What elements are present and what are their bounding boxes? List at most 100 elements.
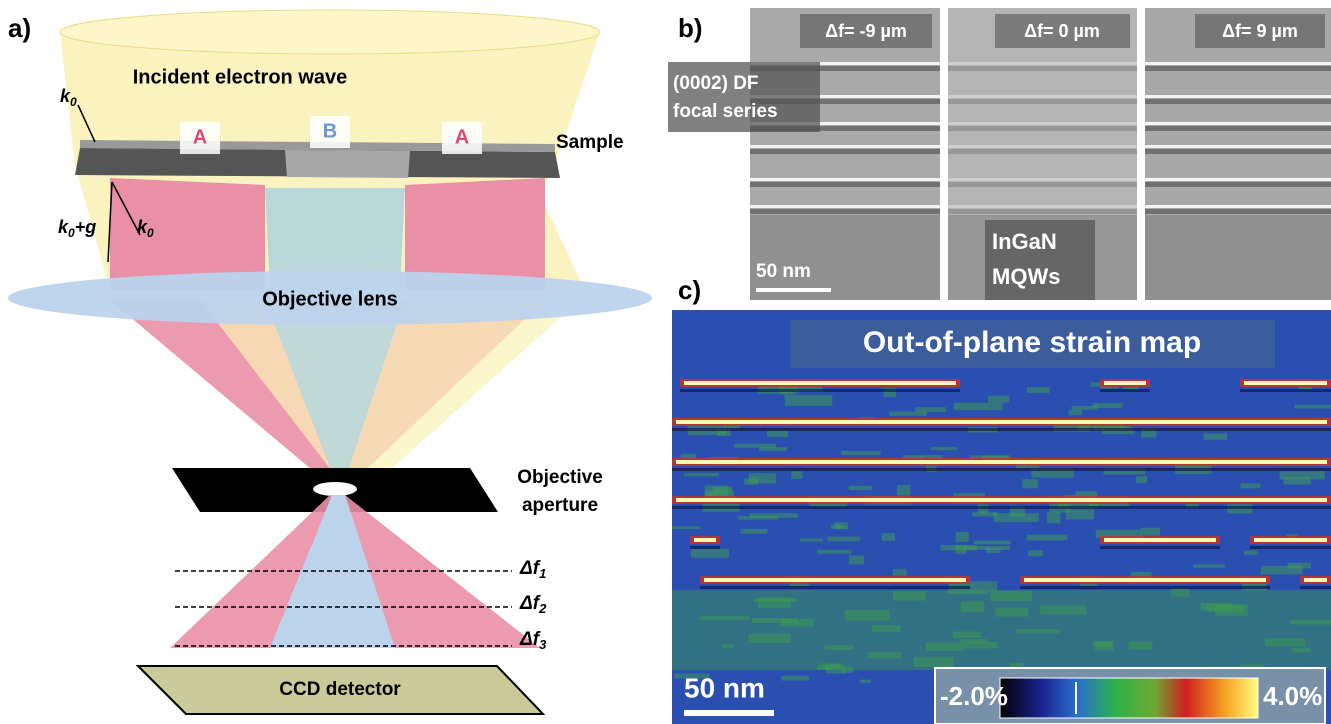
df: Δf	[519, 593, 541, 614]
strain-patch	[1287, 563, 1310, 569]
strain-shadow	[672, 506, 1331, 509]
qw-bright	[948, 205, 1137, 208]
sub: 0	[147, 226, 154, 240]
strain-patch	[882, 533, 895, 541]
detector-label: CCD detector	[279, 679, 401, 700]
strain-patch	[993, 513, 1038, 522]
qw-dark	[750, 209, 940, 214]
substrate	[1145, 215, 1331, 300]
qw-dark	[1145, 126, 1331, 131]
strain-line	[684, 381, 956, 385]
strain-line	[1244, 381, 1327, 385]
strain-patch	[691, 549, 729, 558]
tail: +g	[75, 217, 97, 237]
strain-patch	[915, 407, 946, 412]
strain-patch	[800, 538, 823, 541]
caption: (0002) DF	[673, 73, 759, 94]
incident-label: Incident electron wave	[133, 66, 348, 88]
strain-patch	[785, 395, 833, 406]
strain-shadow	[672, 468, 1331, 471]
strain-patch	[1193, 564, 1225, 567]
strain-patch	[1203, 434, 1227, 440]
strain-patch	[1066, 509, 1094, 519]
qw-dark	[948, 99, 1137, 104]
qw-dark	[948, 209, 1137, 214]
qw-bright	[948, 178, 1137, 181]
defocus-title: Δf= 9 µm	[1222, 21, 1298, 41]
panel-label: b)	[678, 13, 703, 43]
strain-line	[1304, 578, 1327, 582]
qw-dark	[1145, 99, 1331, 104]
qw-dark	[750, 149, 940, 154]
lens-label: Objective lens	[262, 288, 398, 310]
df: Δf	[519, 558, 541, 579]
strain-line	[1104, 381, 1146, 385]
strain-patch	[849, 486, 872, 490]
strain-patch	[972, 512, 997, 516]
strain-line	[676, 460, 1327, 464]
qw-bright	[750, 178, 940, 181]
region-label: A	[193, 126, 207, 148]
qw-bright	[1145, 62, 1331, 65]
strain-patch	[1027, 535, 1068, 541]
caption: MQWs	[992, 264, 1060, 289]
strain-patch	[741, 529, 768, 534]
colorbar-max: 4.0%	[1263, 681, 1322, 711]
panel-label: a)	[8, 13, 31, 43]
scale-bar-label: 50 nm	[756, 261, 811, 282]
sub: 1	[539, 566, 546, 581]
strain-shadow	[680, 389, 960, 392]
strain-line	[1254, 538, 1327, 542]
strain-line	[694, 538, 716, 542]
scale-bar	[684, 710, 774, 716]
strain-band	[672, 590, 1331, 670]
strain-shadow	[700, 586, 970, 589]
strain-patch	[791, 471, 802, 479]
strain-patch	[734, 444, 776, 448]
strain-patch	[897, 485, 910, 495]
strain-patch	[1280, 471, 1325, 479]
strain-patch	[1294, 405, 1331, 409]
sample-label: Sample	[556, 132, 624, 153]
beam-top	[60, 10, 600, 54]
aperture-label: Objective	[517, 467, 603, 488]
strain-patch	[841, 451, 881, 455]
qw-dark	[948, 149, 1137, 154]
strain-shadow	[1100, 546, 1220, 549]
strain-patch	[893, 569, 907, 576]
colorbar-min: -2.0%	[940, 681, 1008, 711]
strain-patch	[1047, 512, 1061, 523]
strain-patch	[738, 516, 778, 520]
caption: InGaN	[992, 229, 1057, 254]
strain-shadow	[672, 428, 1331, 431]
scale-bar	[756, 288, 831, 292]
qw-bright	[1145, 122, 1331, 125]
defocus-title: Δf= 0 µm	[1024, 21, 1100, 41]
sub: 3	[539, 637, 547, 652]
sub: 2	[538, 601, 547, 616]
strain-patch	[860, 680, 871, 683]
region-label: B	[323, 120, 337, 142]
substrate	[750, 215, 940, 300]
qw-dark	[1145, 66, 1331, 71]
strain-patch	[831, 525, 844, 529]
strain-patch	[954, 403, 1003, 410]
strain-patch	[817, 550, 851, 554]
qw-bright	[750, 205, 940, 208]
defocus-label: Δf1	[519, 558, 546, 581]
strain-shadow	[1250, 546, 1331, 549]
strain-shadow	[1100, 389, 1150, 392]
region-label: A	[455, 126, 469, 148]
strain-patch	[964, 546, 1010, 550]
strain-line	[676, 420, 1327, 424]
strain-patch	[1022, 479, 1038, 488]
strain-patch	[1136, 476, 1147, 483]
qw-bright	[1145, 205, 1331, 208]
panel-label: c)	[678, 275, 701, 305]
strain-patch	[684, 473, 719, 477]
map-title: Out-of-plane strain map	[863, 326, 1201, 359]
qw-dark	[1145, 182, 1331, 187]
strain-patch	[1027, 387, 1050, 393]
strain-patch	[705, 486, 729, 497]
strain-shadow	[1240, 389, 1331, 392]
